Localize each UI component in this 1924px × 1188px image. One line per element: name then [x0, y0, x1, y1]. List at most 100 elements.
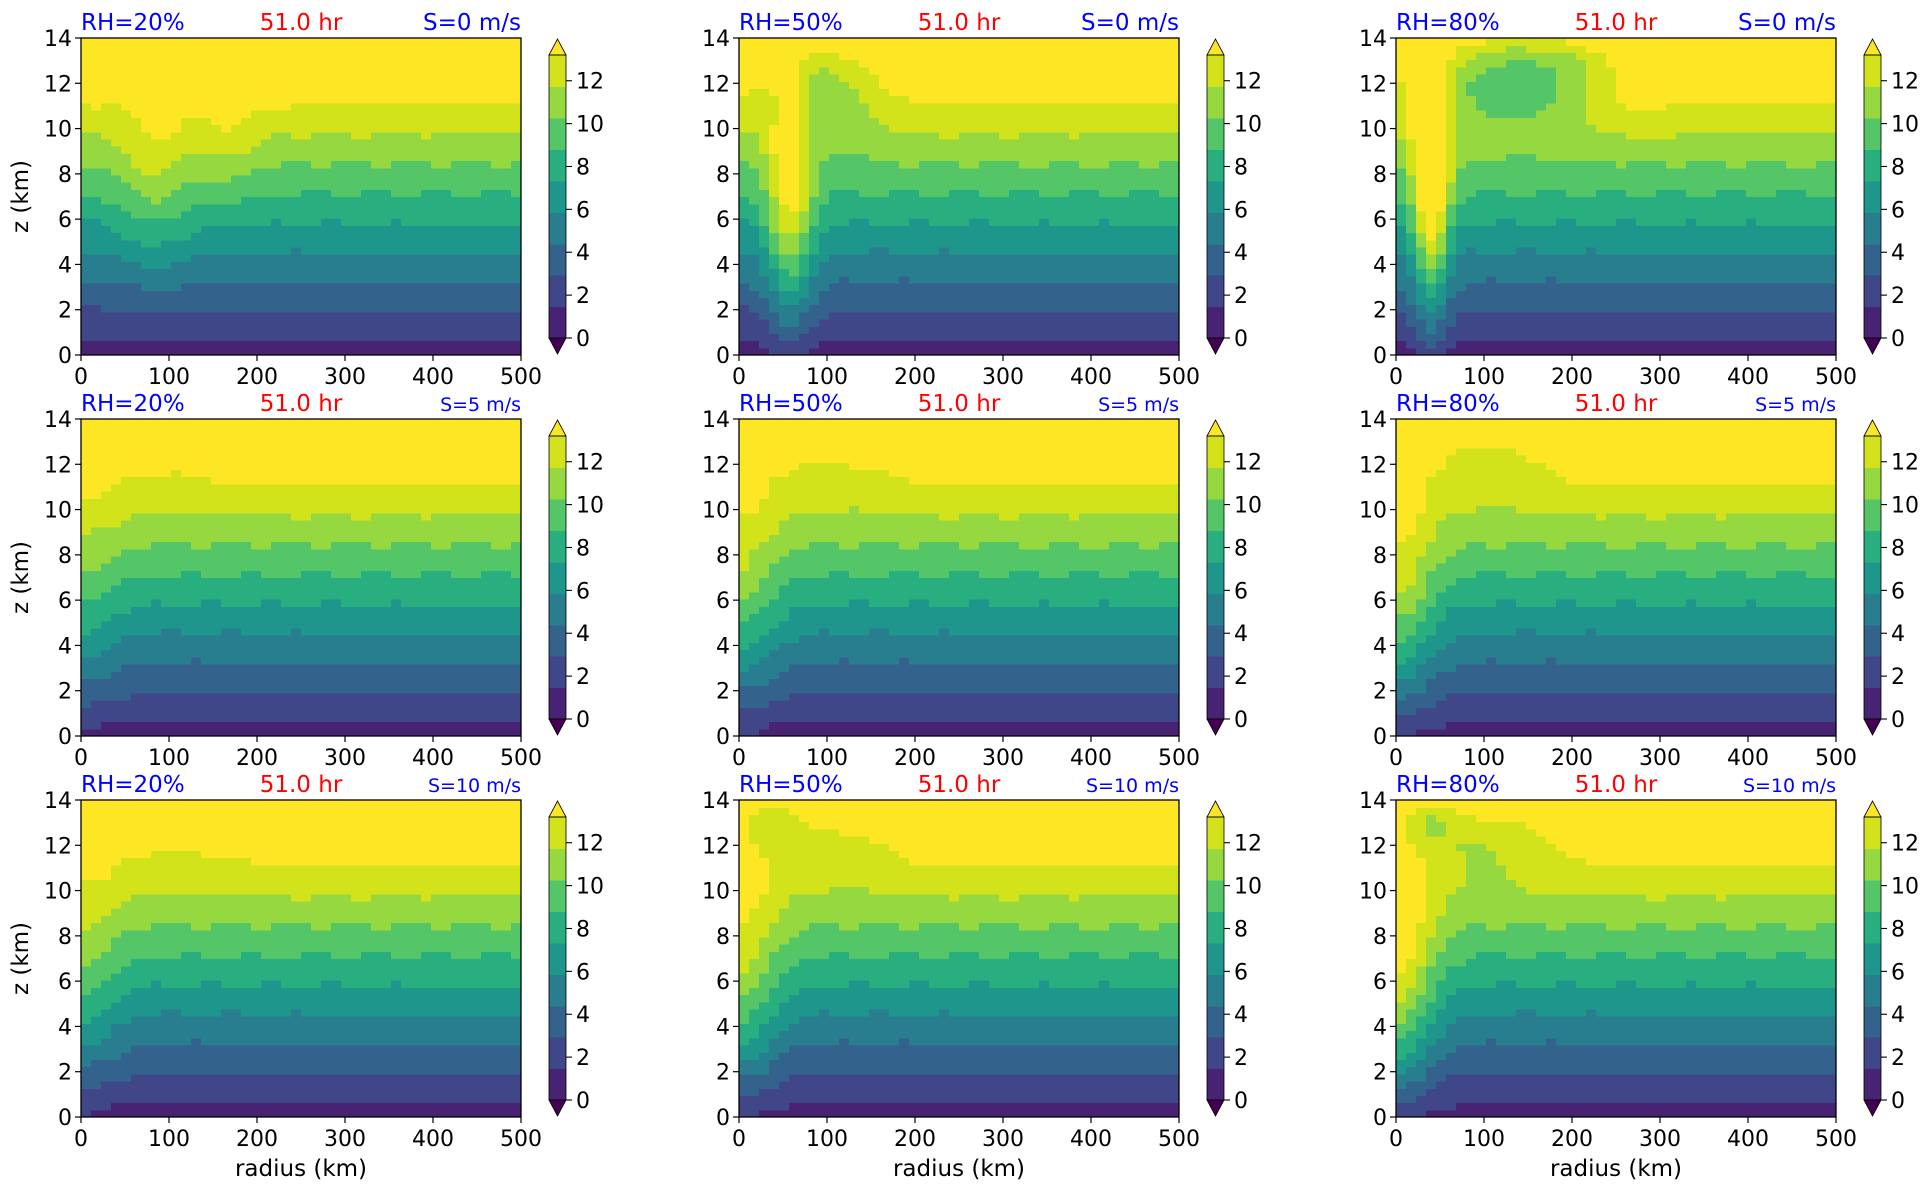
heatmap-cell: [869, 66, 880, 75]
heatmap-cell: [809, 189, 820, 198]
heatmap-cell: [809, 232, 820, 241]
heatmap-cell: [999, 138, 1010, 147]
heatmap-cell: [371, 174, 382, 183]
heatmap-cell: [181, 333, 192, 342]
heatmap-cell: [1079, 225, 1090, 234]
heatmap-cell: [451, 160, 462, 169]
heatmap-cell: [779, 45, 790, 53]
heatmap-cell: [191, 333, 202, 342]
heatmap-cell: [1506, 218, 1517, 226]
heatmap-cell: [1576, 225, 1587, 234]
heatmap-cell: [1716, 290, 1727, 298]
heatmap-cell: [1706, 225, 1717, 234]
heatmap-cell: [959, 239, 970, 248]
heatmap-cell: [939, 66, 950, 75]
heatmap-cell: [919, 138, 930, 147]
heatmap-cell: [421, 261, 432, 270]
heatmap-cell: [281, 38, 292, 46]
heatmap-cell: [1109, 232, 1120, 241]
heatmap-cell: [341, 167, 352, 176]
heatmap-cell: [1626, 196, 1637, 205]
heatmap-cell: [381, 275, 392, 284]
heatmap-cell: [451, 232, 462, 241]
heatmap-cell: [739, 261, 750, 270]
heatmap-cell: [859, 196, 870, 205]
heatmap-cell: [151, 282, 162, 291]
heatmap-cell: [331, 311, 342, 320]
heatmap-cell: [361, 218, 372, 226]
heatmap-cell: [819, 95, 830, 104]
heatmap-cell: [839, 268, 850, 277]
heatmap-cell: [789, 268, 800, 277]
heatmap-cell: [1039, 282, 1050, 291]
heatmap-cell: [1646, 282, 1657, 291]
heatmap-cell: [111, 239, 122, 248]
heatmap-cell: [759, 102, 770, 111]
heatmap-cell: [879, 153, 890, 162]
heatmap-cell: [511, 95, 522, 104]
heatmap-cell: [101, 246, 112, 255]
heatmap-cell: [211, 52, 222, 61]
heatmap-cell: [1039, 218, 1050, 226]
heatmap-cell: [171, 290, 182, 298]
heatmap-cell: [1079, 268, 1090, 277]
heatmap-cell: [749, 196, 760, 205]
heatmap-cell: [1576, 232, 1587, 241]
heatmap-cell: [1089, 59, 1100, 68]
heatmap-cell: [501, 182, 512, 190]
heatmap-cell: [441, 297, 452, 306]
heatmap-cell: [311, 261, 322, 270]
heatmap-cell: [91, 95, 102, 104]
heatmap-cell: [849, 174, 860, 183]
heatmap-cell: [411, 153, 422, 162]
heatmap-cell: [979, 297, 990, 306]
heatmap-cell: [789, 318, 800, 327]
heatmap-cell: [131, 268, 142, 277]
heatmap-cell: [231, 174, 242, 183]
heatmap-cell: [1686, 340, 1697, 349]
heatmap-cell: [989, 45, 1000, 53]
heatmap-cell: [749, 318, 760, 327]
heatmap-cell: [101, 282, 112, 291]
heatmap-cell: [471, 95, 482, 104]
heatmap-cell: [1406, 268, 1417, 277]
heatmap-cell: [421, 239, 432, 248]
heatmap-cell: [759, 254, 770, 262]
heatmap-cell: [1746, 275, 1757, 284]
heatmap-cell: [271, 146, 282, 154]
heatmap-cell: [779, 290, 790, 298]
heatmap-cell: [481, 124, 492, 133]
heatmap-cell: [281, 146, 292, 154]
heatmap-cell: [1159, 268, 1170, 277]
heatmap-cell: [909, 110, 920, 118]
heatmap-cell: [211, 225, 222, 234]
heatmap-cell: [271, 95, 282, 104]
heatmap-cell: [311, 45, 322, 53]
heatmap-cell: [231, 138, 242, 147]
heatmap-cell: [1129, 138, 1140, 147]
heatmap-cell: [839, 275, 850, 284]
heatmap-cell: [1786, 232, 1797, 241]
heatmap-cell: [1516, 225, 1527, 234]
heatmap-cell: [171, 326, 182, 334]
heatmap-cell: [421, 59, 432, 68]
heatmap-cell: [1396, 282, 1407, 291]
heatmap-cell: [211, 95, 222, 104]
heatmap-cell: [1139, 167, 1150, 176]
heatmap-cell: [511, 304, 522, 313]
heatmap-cell: [331, 282, 342, 291]
heatmap-cell: [949, 218, 960, 226]
heatmap-cell: [919, 117, 930, 126]
heatmap-cell: [311, 333, 322, 342]
heatmap-cell: [849, 81, 860, 90]
heatmap-cell: [1029, 45, 1040, 53]
heatmap-cell: [1149, 138, 1160, 147]
heatmap-cell: [231, 333, 242, 342]
heatmap-cell: [919, 38, 930, 46]
heatmap-cell: [1436, 311, 1447, 320]
heatmap-cell: [1716, 340, 1727, 349]
heatmap-cell: [411, 218, 422, 226]
heatmap-cell: [471, 326, 482, 334]
heatmap-cell: [1576, 318, 1587, 327]
heatmap-cell: [321, 74, 332, 82]
